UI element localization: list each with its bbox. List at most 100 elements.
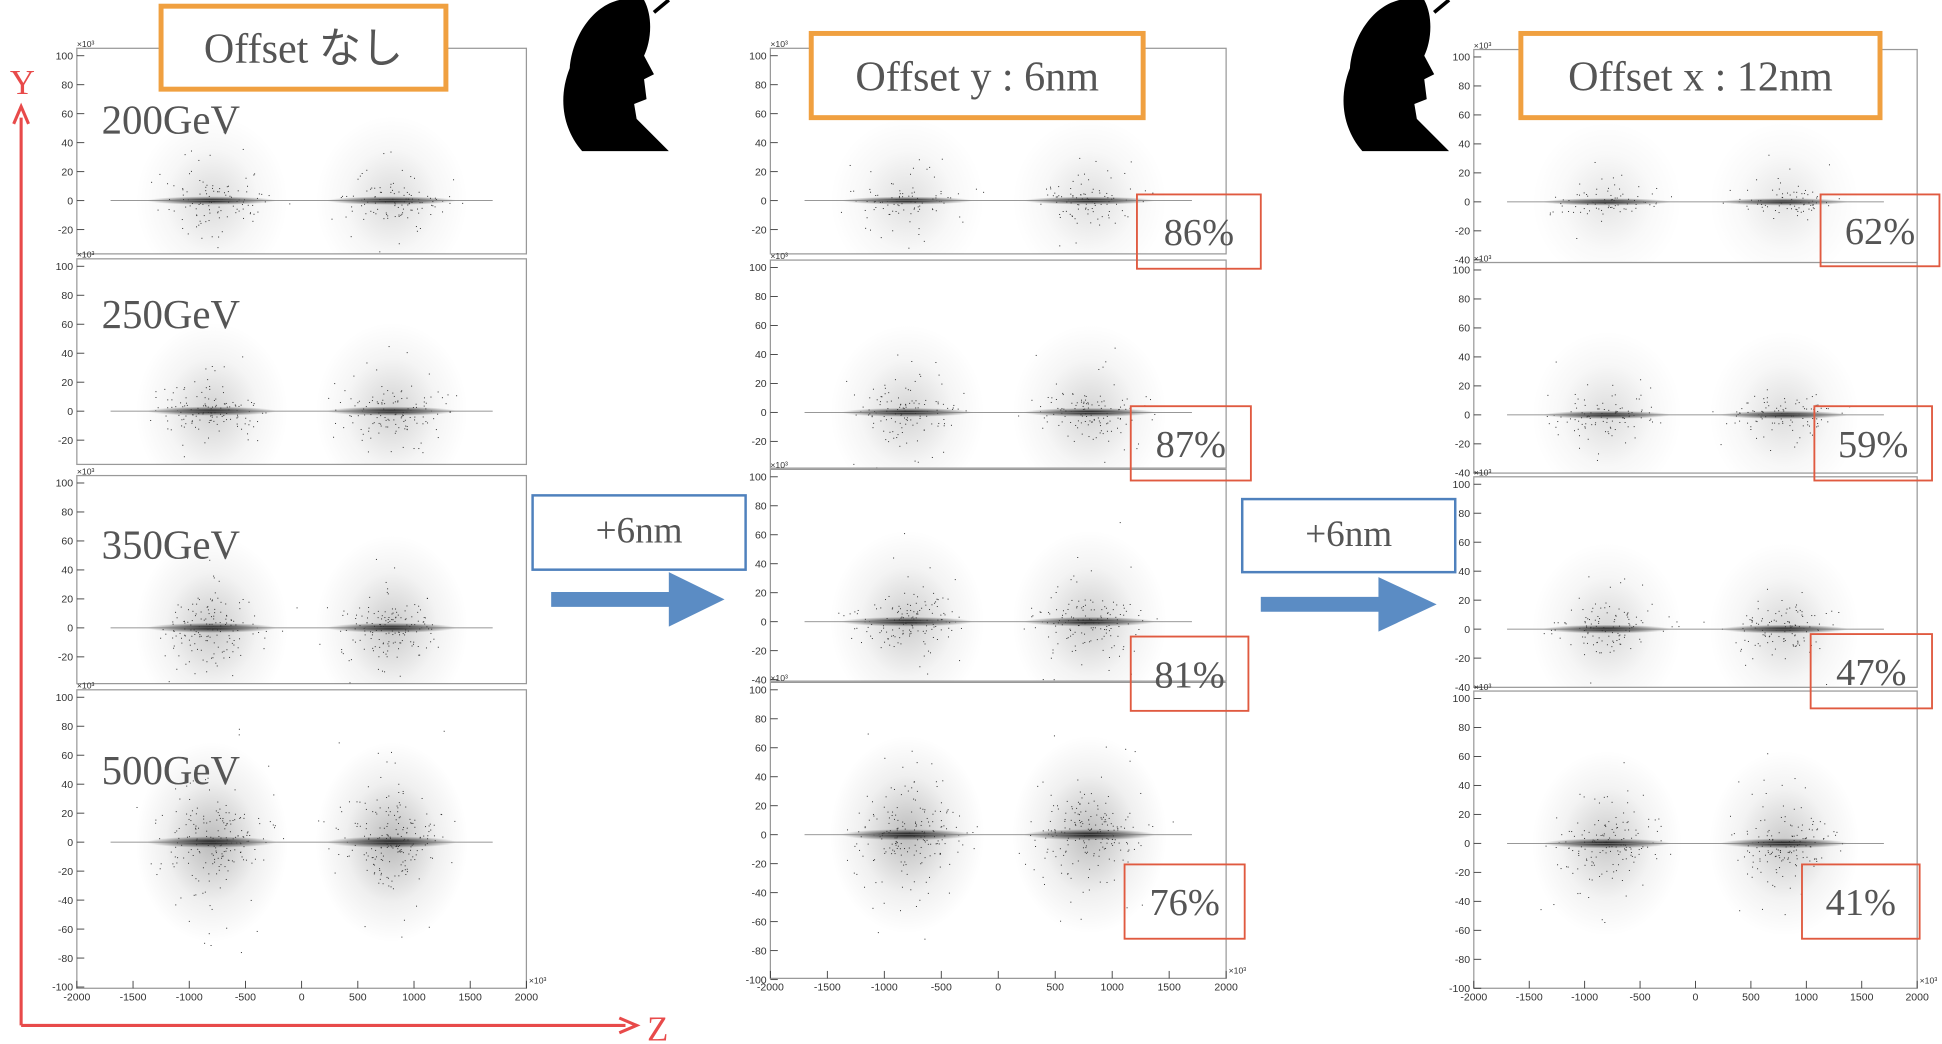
scatter-dot [137, 807, 138, 808]
scatter-dot [193, 824, 194, 825]
scatter-dot [1100, 432, 1101, 433]
scatter-dot [1091, 422, 1092, 423]
scatter-dot [1053, 195, 1054, 196]
scatter-dot [409, 203, 410, 204]
scatter-dot [180, 897, 181, 898]
y-tick-label: 40 [755, 771, 767, 783]
scatter-dot [210, 637, 211, 638]
scatter-dot [940, 811, 941, 812]
scatter-dot [1057, 643, 1058, 644]
scatter-dot [392, 848, 393, 849]
scatter-dot [434, 825, 435, 826]
scatter-dot [1789, 425, 1790, 426]
scatter-dot [223, 415, 224, 416]
scatter-dot [874, 209, 875, 210]
scatter-dot [1091, 627, 1092, 628]
scatter-dot [888, 441, 889, 442]
scatter-dot [1110, 635, 1111, 636]
scatter-dot [167, 407, 168, 408]
scatter-dot [1753, 855, 1754, 856]
scatter-dot [355, 405, 356, 406]
scatter-dot [946, 812, 947, 813]
scatter-dot [902, 826, 903, 827]
scatter-dot [1838, 612, 1839, 613]
scatter-dot [233, 206, 234, 207]
scatter-dot [928, 822, 929, 823]
scatter-dot [1821, 408, 1822, 409]
scatter-dot [1787, 193, 1788, 194]
scatter-dot [373, 857, 374, 858]
scatter-dot [1082, 622, 1083, 623]
scatter-dot [1131, 567, 1132, 568]
scatter-dot [405, 426, 406, 427]
scatter-dot [1089, 839, 1090, 840]
y-tick-label: 100 [1453, 479, 1471, 491]
scatter-dot [352, 211, 353, 212]
scatter-dot [375, 646, 376, 647]
scatter-dot [410, 210, 411, 211]
scatter-dot [1791, 825, 1792, 826]
scatter-dot [1108, 839, 1109, 840]
scatter-dot [163, 629, 164, 630]
scatter-dot [1089, 824, 1090, 825]
scatter-dot [1070, 194, 1071, 195]
scatter-dot [359, 401, 360, 402]
scatter-dot [194, 381, 195, 382]
scatter-dot [1602, 919, 1603, 920]
y-tick-label: -20 [751, 436, 766, 448]
scatter-dot [1062, 617, 1063, 618]
scatter-dot [1620, 644, 1621, 645]
scatter-dot [239, 734, 240, 735]
column-title: Offset x : 12nm [1568, 53, 1833, 100]
scatter-dot [1590, 683, 1591, 684]
scatter-dot [218, 211, 219, 212]
scatter-dot [222, 818, 223, 819]
scatter-dot [221, 845, 222, 846]
scatter-dot [904, 848, 905, 849]
scatter-dot [1099, 856, 1100, 857]
scatter-dot [219, 191, 220, 192]
scatter-dot [240, 655, 241, 656]
scatter-dot [1043, 830, 1044, 831]
scatter-dot [366, 170, 367, 171]
scatter-dot [1077, 223, 1078, 224]
scatter-dot [1076, 607, 1077, 608]
scatter-dot [155, 820, 156, 821]
y-tick-label: 100 [749, 50, 767, 62]
scatter-dot [1625, 849, 1626, 850]
scatter-dot [1704, 622, 1705, 623]
scatter-dot [1796, 604, 1797, 605]
scatter-dot [424, 401, 425, 402]
scatter-dot [1762, 630, 1763, 631]
y-tick-label: -20 [58, 435, 73, 447]
scatter-dot [1629, 870, 1630, 871]
scatter-dot [397, 401, 398, 402]
scatter-dot [1100, 628, 1101, 629]
scatter-dot [227, 186, 228, 187]
scatter-dot [1074, 441, 1075, 442]
scatter-dot [185, 416, 186, 417]
scatter-dot [1783, 641, 1784, 642]
scatter-dot [1578, 855, 1579, 856]
scatter-dot [1587, 633, 1588, 634]
scatter-dot [333, 437, 334, 438]
scatter-dot [1100, 882, 1101, 883]
axis-multiplier: ×10³ [1474, 40, 1492, 50]
scatter-dot [912, 187, 913, 188]
scatter-dot [1031, 821, 1032, 822]
scatter-dot [423, 416, 424, 417]
scatter-dot [1613, 832, 1614, 833]
scatter-dot [435, 198, 436, 199]
scatter-dot [902, 614, 903, 615]
scatter-dot [350, 398, 351, 399]
scatter-dot [899, 637, 900, 638]
scatter-dot [913, 611, 914, 612]
scatter-dot [1082, 434, 1083, 435]
scatter-dot [222, 856, 223, 857]
scatter-dot [1098, 865, 1099, 866]
scatter-dot [385, 201, 386, 202]
scatter-dot [228, 191, 229, 192]
scatter-dot [1780, 182, 1781, 183]
scatter-dot [328, 398, 329, 399]
scatter-dot [1626, 896, 1627, 897]
